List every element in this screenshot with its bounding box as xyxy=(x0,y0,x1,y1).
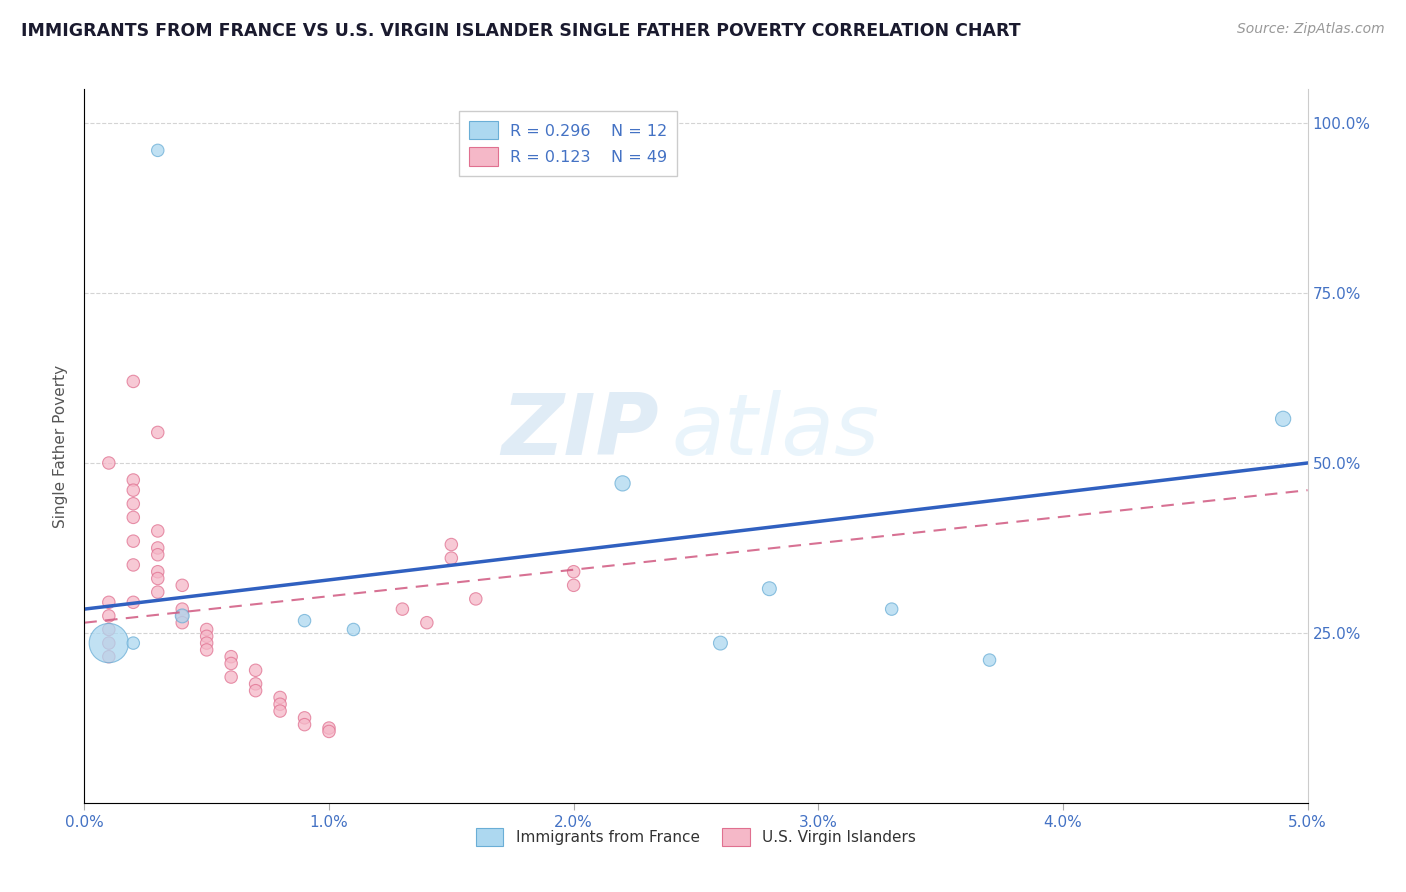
Point xyxy=(195,629,218,643)
Point xyxy=(146,548,169,562)
Point xyxy=(122,510,145,524)
Point xyxy=(219,649,242,664)
Point xyxy=(979,653,1001,667)
Point xyxy=(122,375,145,389)
Point xyxy=(245,663,267,677)
Point xyxy=(562,578,585,592)
Point xyxy=(122,636,145,650)
Text: atlas: atlas xyxy=(672,390,880,474)
Point xyxy=(245,677,267,691)
Point xyxy=(97,608,120,623)
Point xyxy=(219,670,242,684)
Point xyxy=(464,591,486,606)
Point xyxy=(146,572,169,586)
Point xyxy=(880,602,903,616)
Point xyxy=(146,585,169,599)
Point xyxy=(416,615,439,630)
Y-axis label: Single Father Poverty: Single Father Poverty xyxy=(53,365,69,527)
Point xyxy=(612,476,634,491)
Legend: Immigrants from France, U.S. Virgin Islanders: Immigrants from France, U.S. Virgin Isla… xyxy=(470,822,922,852)
Point xyxy=(391,602,413,616)
Point xyxy=(1272,412,1295,426)
Point xyxy=(440,537,463,551)
Point xyxy=(195,623,218,637)
Point xyxy=(172,615,194,630)
Point xyxy=(172,578,194,592)
Point xyxy=(97,636,120,650)
Point xyxy=(122,595,145,609)
Point xyxy=(146,541,169,555)
Point xyxy=(245,683,267,698)
Point xyxy=(122,534,145,549)
Point xyxy=(146,425,169,440)
Point xyxy=(146,524,169,538)
Point xyxy=(342,623,364,637)
Text: Source: ZipAtlas.com: Source: ZipAtlas.com xyxy=(1237,22,1385,37)
Point xyxy=(122,558,145,572)
Point xyxy=(97,636,120,650)
Point xyxy=(195,636,218,650)
Point xyxy=(294,711,316,725)
Point xyxy=(318,721,340,735)
Point xyxy=(294,614,316,628)
Point xyxy=(122,473,145,487)
Point xyxy=(318,724,340,739)
Text: IMMIGRANTS FROM FRANCE VS U.S. VIRGIN ISLANDER SINGLE FATHER POVERTY CORRELATION: IMMIGRANTS FROM FRANCE VS U.S. VIRGIN IS… xyxy=(21,22,1021,40)
Point xyxy=(562,565,585,579)
Point xyxy=(172,602,194,616)
Point xyxy=(709,636,731,650)
Point xyxy=(269,698,291,712)
Point xyxy=(97,623,120,637)
Point xyxy=(146,144,169,158)
Point xyxy=(440,551,463,566)
Point xyxy=(122,497,145,511)
Point xyxy=(146,565,169,579)
Text: ZIP: ZIP xyxy=(502,390,659,474)
Point xyxy=(172,608,194,623)
Point xyxy=(294,717,316,731)
Point xyxy=(122,483,145,498)
Point xyxy=(195,643,218,657)
Point xyxy=(269,690,291,705)
Point xyxy=(97,595,120,609)
Point xyxy=(269,704,291,718)
Point xyxy=(172,608,194,623)
Point xyxy=(758,582,780,596)
Point xyxy=(97,649,120,664)
Point xyxy=(219,657,242,671)
Point xyxy=(97,456,120,470)
